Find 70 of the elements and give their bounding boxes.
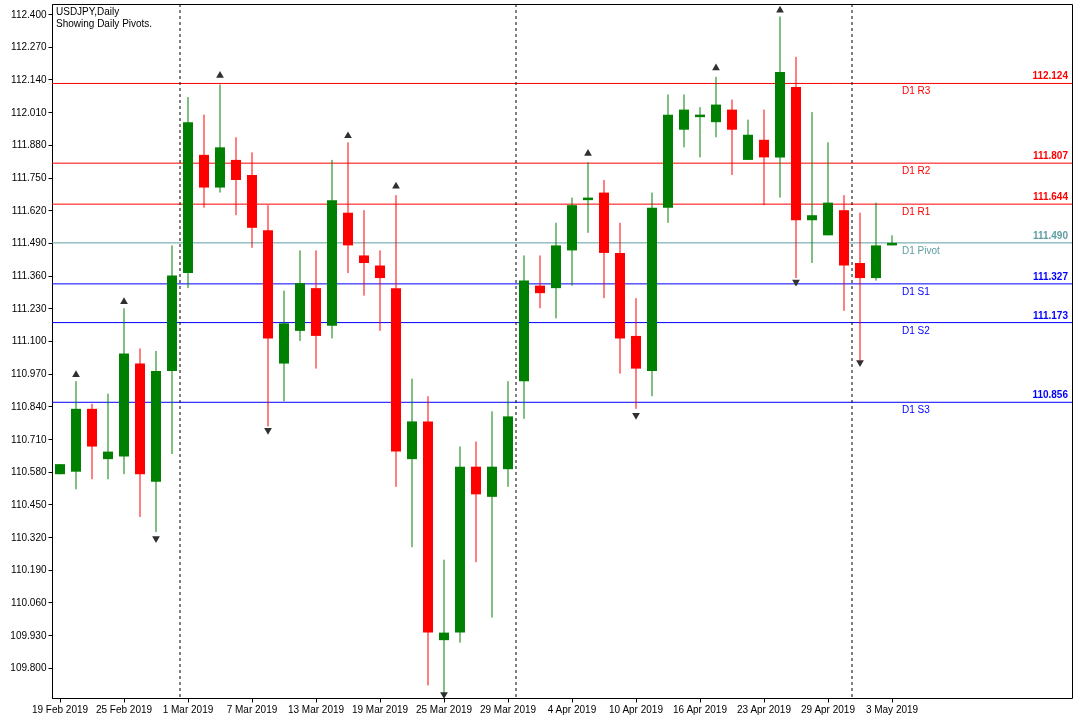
ref-line-label: D1 S2 [902,324,931,336]
point [712,63,720,71]
candlestick [535,254,545,309]
y-tick-label: 111.360 [11,270,47,282]
chart-title: USDJPY,Daily [56,6,120,17]
candlestick [103,393,113,480]
y-tick-label: 109.930 [10,629,47,641]
x-tick-label: 3 May 2019 [865,703,919,715]
point [216,71,224,78]
x-tick-label: 7 Mar 2019 [226,703,278,715]
point [72,370,80,377]
candlestick [679,94,689,148]
text: 111.327 [1032,270,1069,282]
ref-line-label: D1 R1 [902,206,931,218]
x-tick-label: 25 Mar 2019 [415,703,473,715]
point [632,413,640,420]
text: 111.644 [1032,191,1069,203]
y-tick-label: 110.970 [11,368,47,380]
candlestick [711,76,721,138]
x-tick-label: 4 Apr 2019 [547,703,597,715]
point [584,149,592,156]
ref-line-label: D1 R3 [902,85,931,97]
x-tick-label: 23 Apr 2019 [737,703,792,715]
point [440,692,448,698]
y-tick-label: 111.620 [11,204,47,216]
point [120,297,128,305]
text: Showing Daily Pivots. [56,18,153,29]
ref-line-label: D1 Pivot [902,244,941,256]
x-tick-label: 16 Apr 2019 [673,703,728,715]
y-tick-label: 111.880 [11,139,47,151]
x-tick-label: 19 Mar 2019 [351,703,409,715]
y-tick-label: 110.320 [11,531,47,543]
ref-line-label: D1 S3 [902,404,931,416]
y-tick-label: 110.840 [11,400,47,412]
point [344,131,352,139]
x-tick-label: 19 Feb 2019 [31,703,89,715]
y-tick-label: 111.750 [11,172,47,183]
ref-line-label: D1 R2 [902,165,931,177]
x-tick-label: 1 Mar 2019 [162,703,214,715]
y-tick-label: 110.710 [11,433,47,445]
text: 111.490 [1032,229,1069,241]
y-tick-label: 111.490 [11,237,47,249]
y-tick-label: 110.190 [11,564,47,576]
point [792,279,800,287]
text: 112.124 [1032,70,1069,82]
y-tick-label: 111.100 [11,335,47,347]
point [856,360,864,367]
x-tick-label: 25 Feb 2019 [95,703,153,715]
y-tick-label: 110.580 [11,466,47,478]
y-tick-label: 112.400 [11,8,47,20]
candlestick [807,111,817,264]
text: 110.856 [1032,389,1069,401]
y-tick-label: 111.230 [11,302,47,314]
y-tick-label: 112.010 [11,106,47,118]
y-tick-label: 112.140 [11,73,47,85]
y-tick-label: 110.450 [11,498,47,510]
x-tick-label: 13 Mar 2019 [287,703,345,715]
text: 111.173 [1032,309,1069,321]
point [152,536,160,543]
candlestick [359,209,369,297]
candlestick [375,249,385,332]
ref-line-label: D1 S1 [902,285,931,297]
text: 111.807 [1032,150,1069,162]
x-tick-label: 29 Mar 2019 [479,703,537,715]
point [264,428,272,435]
y-tick-label: 109.800 [10,662,47,674]
x-tick-label: 29 Apr 2019 [801,703,856,715]
x-tick-label: 10 Apr 2019 [609,703,664,715]
y-tick-label: 110.060 [11,596,47,608]
y-tick-label: 112.270 [11,41,47,53]
